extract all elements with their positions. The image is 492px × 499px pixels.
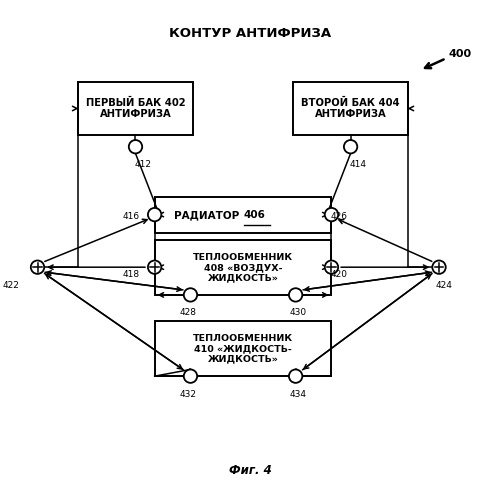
Circle shape [184, 369, 197, 383]
Text: 430: 430 [289, 308, 307, 317]
Bar [154, 197, 332, 233]
Text: 428: 428 [180, 308, 197, 317]
Circle shape [31, 260, 44, 274]
Bar [154, 240, 332, 295]
Text: 432: 432 [180, 390, 197, 399]
Text: 400: 400 [449, 48, 472, 58]
Circle shape [432, 260, 446, 274]
Bar [154, 321, 332, 376]
Circle shape [148, 208, 161, 221]
Circle shape [129, 140, 142, 153]
Bar [293, 82, 408, 135]
Circle shape [325, 260, 338, 274]
Circle shape [289, 288, 302, 301]
Text: КОНТУР АНТИФРИЗА: КОНТУР АНТИФРИЗА [169, 27, 331, 40]
Text: 420: 420 [330, 269, 347, 278]
Bar [78, 82, 193, 135]
Text: 424: 424 [435, 280, 452, 289]
Circle shape [184, 288, 197, 301]
Text: 406: 406 [243, 210, 265, 220]
Circle shape [148, 260, 161, 274]
Text: ПЕРВЫЙ БАК 402
АНТИФРИЗА: ПЕРВЫЙ БАК 402 АНТИФРИЗА [86, 98, 185, 119]
Text: 434: 434 [289, 390, 307, 399]
Text: 422: 422 [3, 280, 20, 289]
Text: ТЕПЛООБМЕННИК
410 «ЖИДКОСТЬ-
ЖИДКОСТЬ»: ТЕПЛООБМЕННИК 410 «ЖИДКОСТЬ- ЖИДКОСТЬ» [193, 334, 293, 364]
Circle shape [344, 140, 357, 153]
Text: ВТОРОЙ БАК 404
АНТИФРИЗА: ВТОРОЙ БАК 404 АНТИФРИЗА [301, 98, 400, 119]
Text: Фиг. 4: Фиг. 4 [229, 464, 272, 477]
Text: РАДИАТОР: РАДИАТОР [174, 210, 243, 220]
Text: 414: 414 [349, 160, 366, 169]
Circle shape [325, 208, 338, 221]
Text: 412: 412 [134, 160, 151, 169]
Text: 418: 418 [122, 269, 139, 278]
Text: ТЕПЛООБМЕННИК
408 «ВОЗДУХ-
ЖИДКОСТЬ»: ТЕПЛООБМЕННИК 408 «ВОЗДУХ- ЖИДКОСТЬ» [193, 252, 293, 282]
Circle shape [289, 369, 302, 383]
Text: 426: 426 [330, 212, 347, 221]
Text: 416: 416 [122, 212, 139, 221]
